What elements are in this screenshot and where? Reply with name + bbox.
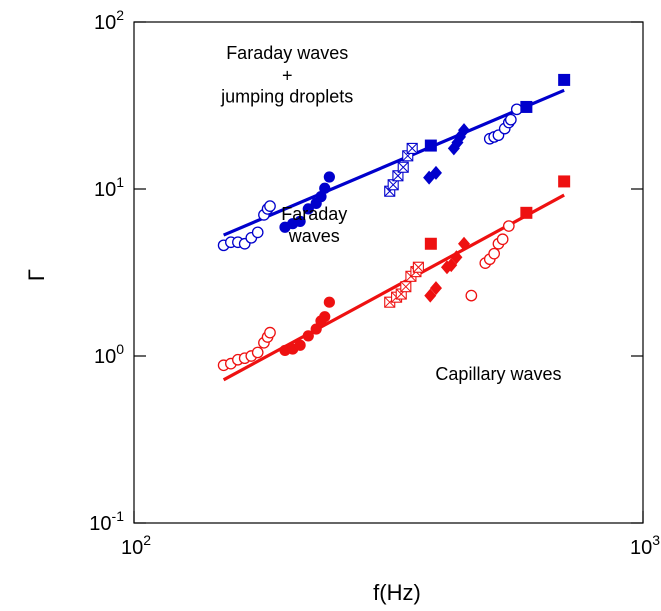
- data-point: [429, 165, 442, 180]
- data-point: [294, 339, 306, 351]
- data-point: [412, 261, 424, 273]
- data-point: [397, 161, 409, 173]
- data-point: [251, 346, 264, 359]
- annotation-text: waves: [288, 226, 340, 246]
- data-point: [458, 236, 471, 251]
- data-point: [424, 237, 437, 250]
- data-point: [465, 289, 478, 302]
- data-point: [406, 142, 418, 154]
- data-point: [251, 226, 264, 239]
- y-tick-label: 10-1: [89, 508, 124, 535]
- x-axis-label: f(Hz): [373, 580, 421, 605]
- y-tick-label: 101: [94, 174, 124, 201]
- x-tick-exponent: 3: [652, 532, 660, 548]
- data-point: [319, 182, 331, 194]
- data-point: [302, 203, 314, 215]
- data-point: [264, 326, 276, 339]
- data-point: [488, 247, 501, 260]
- data-point: [294, 215, 306, 227]
- x-tick-exponent: 2: [143, 532, 151, 548]
- y-tick-exponent: -1: [112, 508, 125, 524]
- data-point: [323, 296, 335, 308]
- data-point: [424, 288, 437, 303]
- fit-lines: [222, 88, 565, 382]
- data-point: [315, 191, 327, 203]
- data-point: [323, 171, 335, 183]
- data-point: [302, 330, 314, 342]
- plot-frame: [133, 21, 644, 524]
- data-point: [520, 206, 533, 219]
- data-point: [400, 281, 412, 293]
- annotation-text: Faraday waves: [226, 43, 348, 63]
- data-point: [502, 220, 515, 232]
- fit-line-0: [223, 88, 565, 237]
- y-axis-label: Γ: [24, 269, 49, 281]
- y-tick-exponent: 1: [116, 174, 124, 190]
- y-tick-label: 102: [94, 7, 124, 34]
- data-point: [504, 113, 517, 126]
- annotation-text: Capillary waves: [435, 364, 561, 384]
- annotation-text: jumping droplets: [220, 86, 353, 106]
- annotations: Faraday waves +jumping droplets Faradaywav…: [220, 43, 561, 384]
- annotation-text: Faraday: [281, 204, 347, 224]
- data-point: [520, 100, 533, 113]
- x-tick-label: 103: [630, 532, 660, 559]
- data-point: [450, 250, 463, 265]
- data-point: [458, 123, 471, 138]
- y-tick-exponent: 0: [116, 341, 124, 357]
- y-tick-exponent: 2: [116, 7, 124, 23]
- annotation-text: +: [282, 66, 293, 86]
- data-point: [310, 323, 322, 335]
- y-tick-label: 100: [94, 341, 124, 368]
- data-points: [217, 73, 571, 372]
- data-point: [496, 233, 509, 246]
- data-point: [558, 73, 571, 86]
- x-tick-label: 102: [121, 532, 151, 559]
- data-point: [319, 311, 331, 323]
- data-point: [424, 139, 437, 152]
- data-point: [429, 281, 442, 296]
- data-point: [558, 175, 571, 188]
- data-point: [264, 200, 276, 212]
